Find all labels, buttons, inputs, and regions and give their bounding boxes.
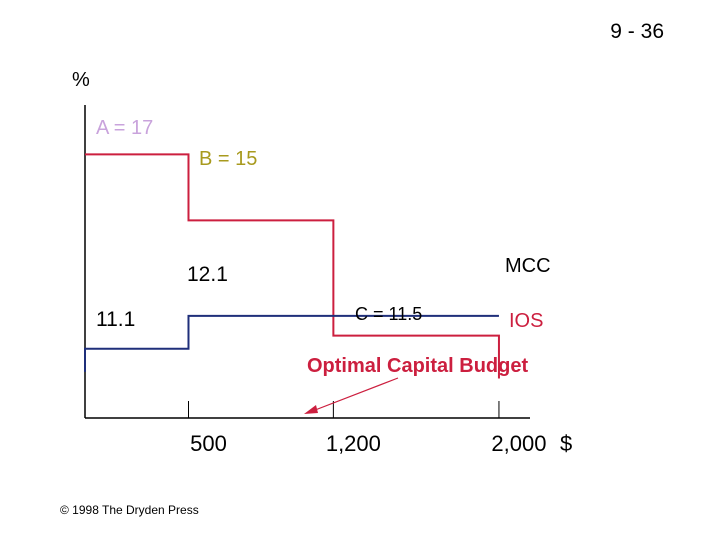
- label-optimal-capital-budget: Optimal Capital Budget: [307, 355, 528, 377]
- y-axis-label: %: [72, 69, 90, 91]
- x-tick-label-1200: 1,200: [326, 431, 381, 456]
- optimal-arrow-head: [304, 405, 318, 414]
- label-mcc-high: 12.1: [187, 263, 228, 286]
- label-a: A = 17: [96, 117, 153, 139]
- label-mcc-low: 11.1: [96, 308, 135, 331]
- label-c: C = 11.5: [355, 304, 422, 324]
- x-tick-label-2000: 2,000: [491, 431, 546, 456]
- mcc-series-line: [84, 314, 499, 372]
- ios-series-line: [85, 153, 500, 379]
- x-tick-label-500: 500: [190, 431, 227, 456]
- label-ios-name: IOS: [509, 310, 543, 332]
- optimal-arrow-line: [309, 377, 399, 413]
- slide-number: 9 - 36: [610, 20, 664, 43]
- label-mcc-name: MCC: [505, 255, 551, 277]
- copyright-text: © 1998 The Dryden Press: [60, 503, 199, 517]
- label-b: B = 15: [199, 148, 257, 170]
- x-unit-label: $: [560, 431, 572, 456]
